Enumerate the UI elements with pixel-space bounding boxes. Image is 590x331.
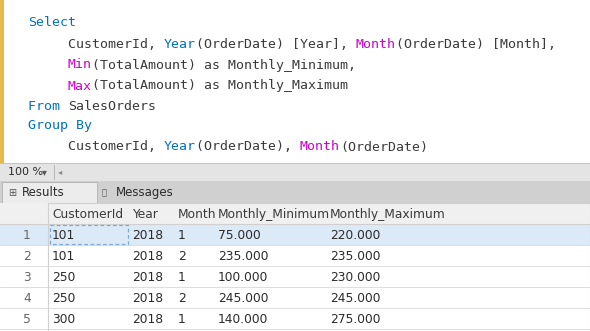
- Text: 245.000: 245.000: [218, 292, 268, 305]
- Text: 1: 1: [178, 271, 186, 284]
- Text: CustomerId,: CustomerId,: [68, 37, 164, 51]
- Text: Year: Year: [132, 208, 158, 221]
- Text: SalesOrders: SalesOrders: [68, 101, 156, 114]
- Text: Group By: Group By: [28, 119, 92, 132]
- Text: 1: 1: [178, 313, 186, 326]
- Text: Messages: Messages: [116, 186, 173, 199]
- Text: 300: 300: [52, 313, 76, 326]
- Text: 245.000: 245.000: [330, 292, 381, 305]
- Text: 220.000: 220.000: [330, 229, 381, 242]
- Text: Month: Month: [300, 140, 340, 154]
- Bar: [0, 181, 590, 203]
- Text: 2018: 2018: [132, 250, 163, 263]
- Text: CustomerId,: CustomerId,: [68, 140, 164, 154]
- Text: 235.000: 235.000: [218, 250, 268, 263]
- Text: 2018: 2018: [132, 313, 163, 326]
- Bar: [0, 203, 590, 331]
- Text: (OrderDate) [Year],: (OrderDate) [Year],: [196, 37, 356, 51]
- Bar: [0, 163, 590, 181]
- Text: (OrderDate),: (OrderDate),: [196, 140, 300, 154]
- Text: 🗋: 🗋: [102, 188, 107, 197]
- Text: 140.000: 140.000: [218, 313, 268, 326]
- Text: 3: 3: [23, 271, 31, 284]
- Text: ▾: ▾: [42, 167, 47, 177]
- Text: 5: 5: [23, 313, 31, 326]
- Text: Max: Max: [68, 79, 92, 92]
- Text: CustomerId: CustomerId: [52, 208, 123, 221]
- Text: 250: 250: [52, 292, 76, 305]
- Bar: [2, 182, 97, 203]
- Text: Select: Select: [28, 16, 76, 28]
- Text: 275.000: 275.000: [330, 313, 381, 326]
- Bar: [0, 245, 590, 266]
- Text: 1: 1: [23, 229, 31, 242]
- Bar: [0, 329, 590, 331]
- Bar: [48, 203, 590, 331]
- Text: ⊞: ⊞: [8, 187, 16, 198]
- Bar: [0, 0, 4, 163]
- Text: 2018: 2018: [132, 292, 163, 305]
- Text: 75.000: 75.000: [218, 229, 261, 242]
- Bar: [50, 225, 128, 244]
- Text: 101: 101: [52, 250, 76, 263]
- Text: 2018: 2018: [132, 271, 163, 284]
- Text: 100.000: 100.000: [218, 271, 268, 284]
- Text: 100 %: 100 %: [8, 167, 43, 177]
- Text: Month: Month: [356, 37, 396, 51]
- Text: Month: Month: [178, 208, 217, 221]
- Text: Monthly_Maximum: Monthly_Maximum: [330, 208, 446, 221]
- Text: Year: Year: [164, 140, 196, 154]
- Bar: [0, 287, 590, 308]
- Text: Min: Min: [68, 59, 92, 71]
- Text: 230.000: 230.000: [330, 271, 381, 284]
- Bar: [0, 224, 590, 245]
- Text: 250: 250: [52, 271, 76, 284]
- Text: From: From: [28, 101, 68, 114]
- Text: (OrderDate): (OrderDate): [340, 140, 428, 154]
- Text: 2: 2: [23, 250, 31, 263]
- Bar: [0, 266, 590, 287]
- Text: Monthly_Minimum: Monthly_Minimum: [218, 208, 330, 221]
- Bar: [0, 0, 590, 163]
- Text: (TotalAmount) as Monthly_Maximum: (TotalAmount) as Monthly_Maximum: [92, 79, 348, 92]
- Text: 2: 2: [178, 250, 186, 263]
- Text: 2018: 2018: [132, 229, 163, 242]
- Bar: [0, 203, 590, 224]
- Text: ◂: ◂: [58, 167, 63, 176]
- Text: 235.000: 235.000: [330, 250, 381, 263]
- Text: 1: 1: [178, 229, 186, 242]
- Bar: [0, 308, 590, 329]
- Text: 101: 101: [52, 229, 76, 242]
- Text: (OrderDate) [Month],: (OrderDate) [Month],: [396, 37, 556, 51]
- Text: Results: Results: [22, 186, 65, 199]
- Text: 2: 2: [178, 292, 186, 305]
- Text: (TotalAmount) as Monthly_Minimum,: (TotalAmount) as Monthly_Minimum,: [92, 59, 356, 71]
- Text: 4: 4: [23, 292, 31, 305]
- Text: Year: Year: [164, 37, 196, 51]
